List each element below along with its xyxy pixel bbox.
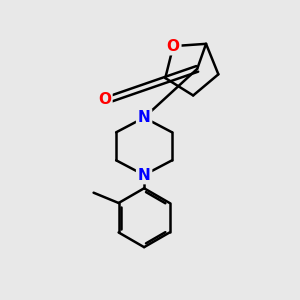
Text: O: O	[167, 39, 180, 54]
Text: N: N	[138, 167, 151, 182]
Text: O: O	[98, 92, 111, 107]
Text: N: N	[138, 110, 151, 125]
